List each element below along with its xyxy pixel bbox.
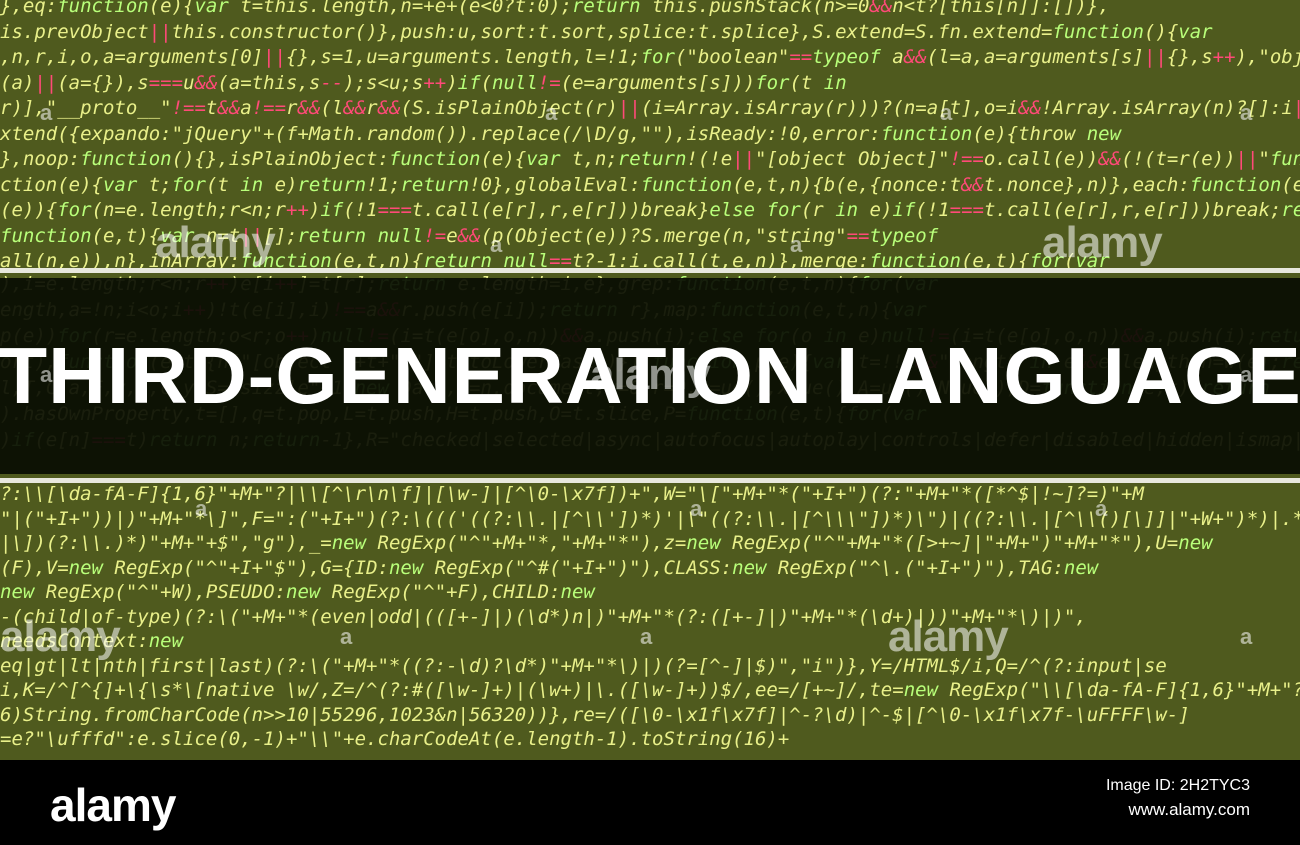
- code-line: ction(e){var t;for(t in e)return!1;retur…: [0, 173, 1300, 196]
- code-line: "|("+I+"))|)"+M+"*\]",F=":("+I+")(?:\(((…: [0, 507, 1300, 530]
- watermark-mark: a: [195, 496, 208, 521]
- code-line: xtend({expando:"jQuery"+(f+Math.random()…: [0, 122, 1122, 145]
- image-info: Image ID: 2H2TYC3 www.alamy.com: [1106, 774, 1250, 822]
- stock-image: },eq:function(e){var t=this.length,n=+e+…: [0, 0, 1300, 760]
- watermark-mark: a: [340, 624, 353, 649]
- watermark-mark: a: [40, 100, 53, 125]
- code-line: i,K=/^[^{]+\{\s*\[native \w/,Z=/^(?:#([\…: [0, 679, 1300, 701]
- code-line: |\])(?:\\.)*)"+M+"+$","g"),_=new RegExp(…: [0, 532, 1213, 554]
- watermark-mark: a: [940, 100, 953, 125]
- code-line: eq|gt|lt|nth|first|last)(?:\("+M+"*((?:-…: [0, 654, 1167, 677]
- watermark-logo: alamy: [590, 350, 711, 399]
- watermark-mark: a: [640, 624, 653, 649]
- code-line: =e?"\ufffd":e.slice(0,-1)+"\\"+e.charCod…: [0, 728, 790, 750]
- band-top-rule: [0, 268, 1300, 273]
- code-line: },noop:function(){},isPlainObject:functi…: [0, 148, 1300, 170]
- image-id: Image ID: 2H2TYC3: [1105, 777, 1250, 794]
- watermark-logo: alamy: [0, 612, 121, 661]
- image-title: THIRD-GENERATION LANGUAGE: [0, 331, 1300, 420]
- code-line: new RegExp("^"+W),PSEUDO:new RegExp("^"+…: [0, 581, 595, 603]
- code-line: function(e,t){var n=t||[];return null!=e…: [0, 224, 939, 247]
- band-bottom-rule: [0, 478, 1300, 483]
- watermark-mark: a: [790, 232, 803, 257]
- watermark-logo: alamy: [1042, 218, 1163, 267]
- watermark-logo: alamy: [155, 218, 276, 267]
- alamy-logo: alamy: [50, 779, 176, 831]
- code-line: (e)){for(n=e.length;r<n;r++)if(!1===t.ca…: [0, 199, 1300, 221]
- watermark-mark: a: [40, 362, 53, 387]
- title-band: THIRD-GENERATION LANGUAGE: [0, 278, 1300, 474]
- code-line: (F),V=new RegExp("^"+I+"$"),G={ID:new Re…: [0, 556, 1099, 579]
- code-line: all(n,e)),n},inArray:function(e,t,n){ret…: [0, 250, 1110, 272]
- code-line: ,n,r,i,o,a=arguments[0]||{},s=1,u=argume…: [0, 46, 1300, 68]
- watermark-mark: a: [490, 232, 503, 257]
- watermark-mark: a: [1240, 362, 1253, 387]
- watermark-mark: a: [545, 100, 558, 125]
- code-line: ?:\\[\da-fA-F]{1,6}"+M+"?|\\[^\r\n\f]|[\…: [0, 483, 1144, 505]
- code-line: 6)String.fromCharCode(n>>10|55296,1023&n…: [0, 703, 1190, 726]
- watermark-mark: a: [1240, 100, 1253, 125]
- watermark-mark: a: [1095, 496, 1108, 521]
- code-line: },eq:function(e){var t=this.length,n=+e+…: [0, 0, 1110, 17]
- code-line: -(child|of-type)(?:\("+M+"*(even|odd|(([…: [0, 605, 1087, 628]
- code-line: is.prevObject||this.constructor()},push:…: [0, 20, 1213, 43]
- code-line: (a)||(a={}),s===u&&(a=this,s--);s<u;s++)…: [0, 71, 847, 94]
- watermark-mark: a: [1240, 624, 1253, 649]
- footer-bar: alamy Image ID: 2H2TYC3 www.alamy.com: [0, 760, 1300, 845]
- code-line: r)],"__proto__"!==t&&a!==r&&(l&&r&&(S.is…: [0, 97, 1300, 119]
- site-url: www.alamy.com: [1128, 800, 1250, 819]
- watermark-mark: a: [690, 496, 703, 521]
- watermark-logo: alamy: [888, 612, 1009, 661]
- code-line: needsContext:new: [0, 630, 184, 652]
